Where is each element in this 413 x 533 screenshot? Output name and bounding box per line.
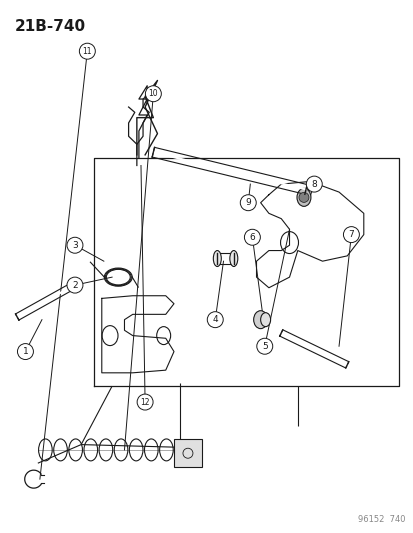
Circle shape	[207, 312, 223, 328]
Circle shape	[298, 192, 308, 203]
Circle shape	[79, 43, 95, 59]
Text: 96152  740: 96152 740	[357, 515, 404, 524]
Text: 4: 4	[212, 315, 218, 324]
Circle shape	[67, 277, 83, 293]
Text: 1: 1	[23, 347, 28, 356]
Ellipse shape	[253, 311, 267, 329]
Text: 2: 2	[72, 280, 78, 289]
Text: 9: 9	[245, 198, 251, 207]
Text: 10: 10	[148, 89, 158, 98]
Text: 21B-740: 21B-740	[14, 19, 85, 34]
Ellipse shape	[260, 313, 270, 327]
Text: 5: 5	[261, 342, 267, 351]
Circle shape	[145, 86, 161, 102]
Ellipse shape	[213, 251, 221, 266]
Text: 6: 6	[249, 233, 255, 242]
Text: 11: 11	[82, 47, 92, 55]
Circle shape	[306, 176, 321, 192]
Circle shape	[17, 344, 33, 360]
Text: 8: 8	[311, 180, 316, 189]
Circle shape	[137, 394, 153, 410]
Circle shape	[67, 237, 83, 253]
Circle shape	[244, 229, 260, 245]
Circle shape	[343, 227, 358, 243]
FancyBboxPatch shape	[173, 439, 202, 467]
Text: 3: 3	[72, 241, 78, 250]
Ellipse shape	[229, 251, 237, 266]
Circle shape	[240, 195, 256, 211]
Ellipse shape	[296, 188, 310, 206]
Circle shape	[256, 338, 272, 354]
Text: 12: 12	[140, 398, 150, 407]
Text: 7: 7	[348, 230, 354, 239]
